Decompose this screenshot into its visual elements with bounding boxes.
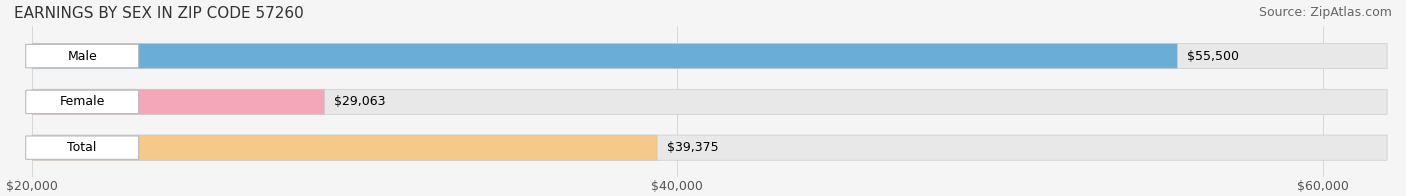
Text: $55,500: $55,500	[1187, 50, 1239, 63]
FancyBboxPatch shape	[32, 44, 1388, 69]
FancyBboxPatch shape	[25, 136, 139, 159]
Text: $39,375: $39,375	[666, 141, 718, 154]
Text: Male: Male	[67, 50, 97, 63]
FancyBboxPatch shape	[32, 44, 1177, 69]
FancyBboxPatch shape	[32, 135, 657, 160]
Text: EARNINGS BY SEX IN ZIP CODE 57260: EARNINGS BY SEX IN ZIP CODE 57260	[14, 6, 304, 21]
Text: Female: Female	[59, 95, 105, 108]
FancyBboxPatch shape	[32, 89, 325, 114]
FancyBboxPatch shape	[25, 90, 139, 113]
Text: Total: Total	[67, 141, 97, 154]
FancyBboxPatch shape	[32, 135, 1388, 160]
Text: Source: ZipAtlas.com: Source: ZipAtlas.com	[1258, 6, 1392, 19]
FancyBboxPatch shape	[32, 89, 1388, 114]
FancyBboxPatch shape	[25, 44, 139, 68]
Text: $29,063: $29,063	[335, 95, 385, 108]
